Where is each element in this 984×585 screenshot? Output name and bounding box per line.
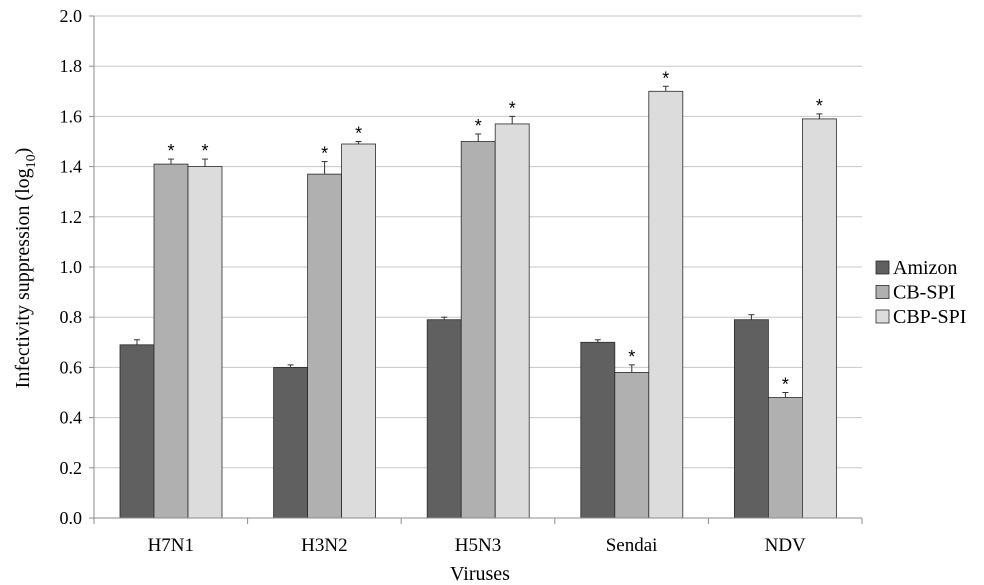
y-axis-title-main: Infectivity suppression (log (12, 168, 34, 388)
significance-star: * (628, 347, 635, 367)
significance-star: * (816, 96, 823, 116)
legend-label: CBP-SPI (893, 306, 966, 328)
y-tick-label: 0.8 (60, 307, 83, 327)
bar-amizon (119, 344, 155, 519)
y-tick-label: 1.2 (60, 207, 83, 227)
bar-cbp-spi (802, 118, 837, 519)
x-tick-label: H3N2 (301, 535, 347, 556)
y-tick-label: 0.6 (60, 357, 83, 377)
legend-label: Amizon (893, 257, 957, 279)
bar-cb-spi (768, 397, 803, 519)
significance-star: * (355, 124, 362, 144)
y-tick-label: 1.4 (60, 157, 83, 177)
bar-amizon (734, 319, 769, 519)
x-tick-label: NDV (765, 535, 806, 556)
tick-labels: 0.0 0.2 0.4 0.6 0.8 1.0 1.2 1.4 1.6 1.8 2.0 H7N1 H3N… (60, 6, 807, 556)
bars: * * * * * * * * * * (119, 68, 837, 519)
y-axis-title: Infectivity suppression (log10) (12, 148, 39, 389)
legend-label: CB-SPI (893, 282, 955, 304)
bar-cb-spi (307, 173, 343, 519)
y-tick-label: 2.0 (60, 6, 83, 26)
significance-star: * (321, 144, 328, 164)
bar-amizon (273, 366, 309, 519)
bar-cb-spi (460, 141, 496, 519)
x-axis-title: Viruses (450, 563, 510, 585)
bar-cbp-spi (341, 143, 377, 519)
y-tick-label: 0.0 (60, 508, 83, 528)
y-axis-title-suffix: ) (12, 148, 34, 155)
bar-cbp-spi (494, 123, 530, 519)
axes (89, 15, 863, 524)
bar-amizon (426, 319, 462, 519)
bar-cb-spi (153, 163, 189, 519)
significance-star: * (201, 141, 208, 161)
y-tick-label: 0.2 (60, 458, 83, 478)
legend-swatch (875, 260, 890, 275)
significance-star: * (167, 141, 174, 161)
y-tick-label: 1.6 (60, 106, 83, 126)
bar-cbp-spi (648, 90, 684, 519)
x-tick-label: H7N1 (148, 535, 194, 556)
y-tick-label: 0.4 (60, 408, 83, 428)
x-tick-label: Sendai (606, 535, 658, 556)
legend-swatch (875, 309, 890, 324)
legend-swatch (875, 285, 890, 299)
x-tick-label: H5N3 (455, 535, 501, 556)
y-tick-label: 1.8 (60, 56, 83, 76)
y-tick-label: 1.0 (60, 257, 83, 277)
significance-star: * (475, 116, 482, 136)
significance-star: * (509, 98, 516, 118)
y-axis-title-subscript: 10 (24, 154, 39, 168)
significance-star: * (782, 375, 789, 395)
bar-cb-spi (614, 372, 650, 519)
bar-amizon (580, 341, 616, 519)
bar-cbp-spi (187, 166, 223, 519)
significance-star: * (662, 68, 669, 88)
